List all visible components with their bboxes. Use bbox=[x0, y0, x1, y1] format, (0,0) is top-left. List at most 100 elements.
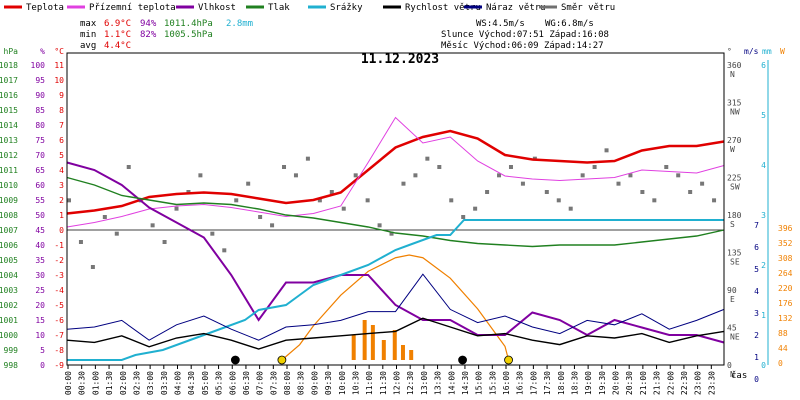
wind-direction-point bbox=[520, 181, 525, 186]
direction-tick-compass: S bbox=[730, 220, 735, 229]
celsius-tick: 6 bbox=[59, 136, 64, 145]
marker-moonrise bbox=[230, 355, 240, 365]
mm-axis-label: mm bbox=[762, 47, 772, 56]
x-tick-label: 00:30 bbox=[78, 371, 87, 395]
celsius-axis-label: °C bbox=[54, 47, 64, 56]
hpa-tick: 1018 bbox=[0, 61, 18, 70]
wind-direction-point bbox=[365, 198, 370, 203]
series-line-1 bbox=[66, 116, 725, 228]
axes: hPa1018101710161015101410131012101110101… bbox=[0, 47, 793, 395]
x-tick-label: 03:00 bbox=[146, 371, 155, 395]
x-axis-title: čas bbox=[731, 370, 747, 381]
legend-label-4: Srážky bbox=[330, 3, 363, 13]
stats-row-avg-temp: 4.4°C bbox=[104, 41, 131, 51]
percent-tick: 55 bbox=[35, 196, 45, 205]
stats-row-max-rain: 2.8mm bbox=[226, 19, 253, 29]
marker-sunrise bbox=[277, 355, 287, 365]
solar-bar bbox=[400, 345, 405, 360]
wind-direction-point bbox=[497, 173, 502, 178]
x-tick-label: 14:00 bbox=[447, 371, 456, 395]
ms-tick: 6 bbox=[754, 243, 759, 252]
hpa-tick: 1006 bbox=[0, 241, 18, 250]
x-tick-label: 12:00 bbox=[393, 371, 402, 395]
celsius-tick: 7 bbox=[59, 121, 64, 130]
wind-direction-point bbox=[293, 173, 298, 178]
stats-row-min-press: 1005.5hPa bbox=[164, 30, 213, 40]
wind-direction-point bbox=[604, 148, 609, 153]
direction-tick: 180 bbox=[727, 211, 742, 220]
ms-tick: 7 bbox=[754, 221, 759, 230]
stats-sun: Slunce Východ:07:51 Západ:16:08 bbox=[441, 30, 609, 40]
hpa-tick: 1011 bbox=[0, 166, 18, 175]
hpa-tick: 998 bbox=[4, 361, 19, 370]
celsius-tick: 2 bbox=[59, 196, 64, 205]
wind-direction-point bbox=[186, 190, 191, 194]
direction-tick-compass: SE bbox=[730, 258, 740, 267]
solar-bar bbox=[392, 330, 397, 360]
x-tick-label: 14:30 bbox=[461, 371, 470, 395]
wind-direction-point bbox=[485, 190, 490, 194]
stats-row-min-temp: 1.1°C bbox=[104, 30, 131, 40]
wm2-tick: 88 bbox=[778, 329, 788, 338]
celsius-tick: 8 bbox=[59, 106, 64, 115]
celsius-tick: 5 bbox=[59, 151, 64, 160]
celsius-tick: -3 bbox=[54, 271, 64, 280]
wind-direction-point bbox=[592, 165, 597, 169]
wm2-tick: 0 bbox=[778, 359, 783, 368]
wind-direction-point bbox=[616, 181, 621, 186]
wind-direction-point bbox=[341, 206, 346, 211]
x-tick-label: 10:00 bbox=[338, 371, 347, 395]
wind-direction-point bbox=[317, 198, 322, 203]
stats-block: max 6.9°C 94% 1011.4hPa 2.8mm min 1.1°C … bbox=[80, 19, 609, 51]
x-tick-label: 18:30 bbox=[570, 371, 579, 395]
stats-row-max-hum: 94% bbox=[140, 19, 157, 29]
wm2-tick: 308 bbox=[778, 254, 793, 263]
x-tick-label: 23:00 bbox=[694, 371, 703, 395]
wind-direction-point bbox=[425, 156, 430, 161]
percent-tick: 90 bbox=[35, 91, 45, 100]
hpa-tick: 999 bbox=[4, 346, 19, 355]
wind-direction-point bbox=[640, 190, 645, 194]
celsius-tick: -6 bbox=[54, 316, 64, 325]
x-tick-label: 17:00 bbox=[529, 371, 538, 395]
x-tick-label: 02:00 bbox=[119, 371, 128, 395]
celsius-tick: 3 bbox=[59, 181, 64, 190]
x-tick-label: 19:30 bbox=[598, 371, 607, 395]
stats-row-max-temp: 6.9°C bbox=[104, 19, 131, 29]
wind-direction-point bbox=[449, 198, 454, 203]
x-tick-label: 06:00 bbox=[228, 371, 237, 395]
wind-direction-point bbox=[437, 165, 442, 169]
hpa-tick: 1010 bbox=[0, 181, 18, 190]
percent-axis-label: % bbox=[40, 47, 45, 56]
wm2-tick: 264 bbox=[778, 269, 793, 278]
wind-direction-point bbox=[401, 181, 406, 186]
legend-label-3: Tlak bbox=[268, 3, 290, 13]
wind-direction-point bbox=[198, 173, 203, 178]
hpa-tick: 1009 bbox=[0, 196, 18, 205]
series-line-4 bbox=[67, 219, 724, 361]
direction-tick: 315 bbox=[727, 99, 742, 108]
celsius-tick: -8 bbox=[54, 346, 64, 355]
hpa-tick: 1015 bbox=[0, 106, 18, 115]
wind-direction-point bbox=[114, 231, 119, 236]
stats-row-min-hum: 82% bbox=[140, 30, 157, 40]
celsius-tick: 0 bbox=[59, 226, 64, 235]
wind-direction-point bbox=[628, 173, 633, 178]
x-tick-label: 20:30 bbox=[625, 371, 634, 395]
x-tick-label: 03:30 bbox=[160, 371, 169, 395]
wm2-tick: 352 bbox=[778, 239, 793, 248]
stats-moon: Měsíc Východ:06:09 Západ:14:27 bbox=[441, 41, 604, 51]
direction-tick: 135 bbox=[727, 249, 742, 258]
marker-sunset bbox=[504, 355, 513, 365]
wind-direction-point bbox=[568, 206, 573, 211]
direction-tick: 225 bbox=[727, 174, 742, 183]
plot-frame bbox=[66, 52, 725, 366]
hpa-tick: 1007 bbox=[0, 226, 18, 235]
direction-tick-compass: W bbox=[730, 145, 735, 154]
x-tick-label: 10:30 bbox=[351, 371, 360, 395]
x-tick-label: 22:00 bbox=[666, 371, 675, 395]
x-tick-label: 09:30 bbox=[324, 371, 333, 395]
x-tick-label: 05:30 bbox=[215, 371, 224, 395]
percent-tick: 65 bbox=[35, 166, 45, 175]
